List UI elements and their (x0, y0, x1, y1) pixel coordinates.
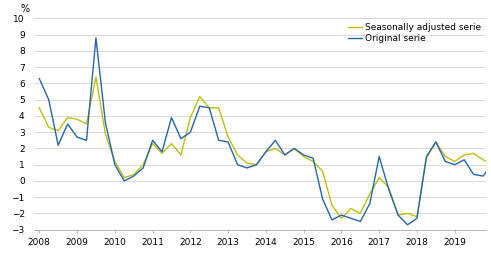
Original serie (74, 135, 80, 139)
Original serie (36, 77, 42, 80)
Original serie (300, 153, 306, 157)
Original serie (357, 220, 363, 223)
Seasonally adjusted serie (348, 207, 354, 210)
Original serie (216, 139, 221, 142)
Original serie (273, 139, 278, 142)
Line: Original serie: Original serie (39, 38, 491, 225)
Original serie (93, 36, 99, 40)
Legend: Seasonally adjusted serie, Original serie: Seasonally adjusted serie, Original seri… (347, 21, 483, 45)
Seasonally adjusted serie (93, 76, 99, 79)
Seasonally adjusted serie (367, 192, 373, 196)
Original serie (338, 214, 344, 217)
Seasonally adjusted serie (300, 155, 306, 158)
Seasonally adjusted serie (216, 106, 221, 109)
Line: Seasonally adjusted serie: Seasonally adjusted serie (39, 77, 491, 218)
Seasonally adjusted serie (36, 106, 42, 109)
Seasonally adjusted serie (273, 147, 278, 150)
Text: %: % (21, 4, 30, 14)
Seasonally adjusted serie (74, 118, 80, 121)
Seasonally adjusted serie (338, 217, 344, 220)
Original serie (405, 223, 410, 227)
